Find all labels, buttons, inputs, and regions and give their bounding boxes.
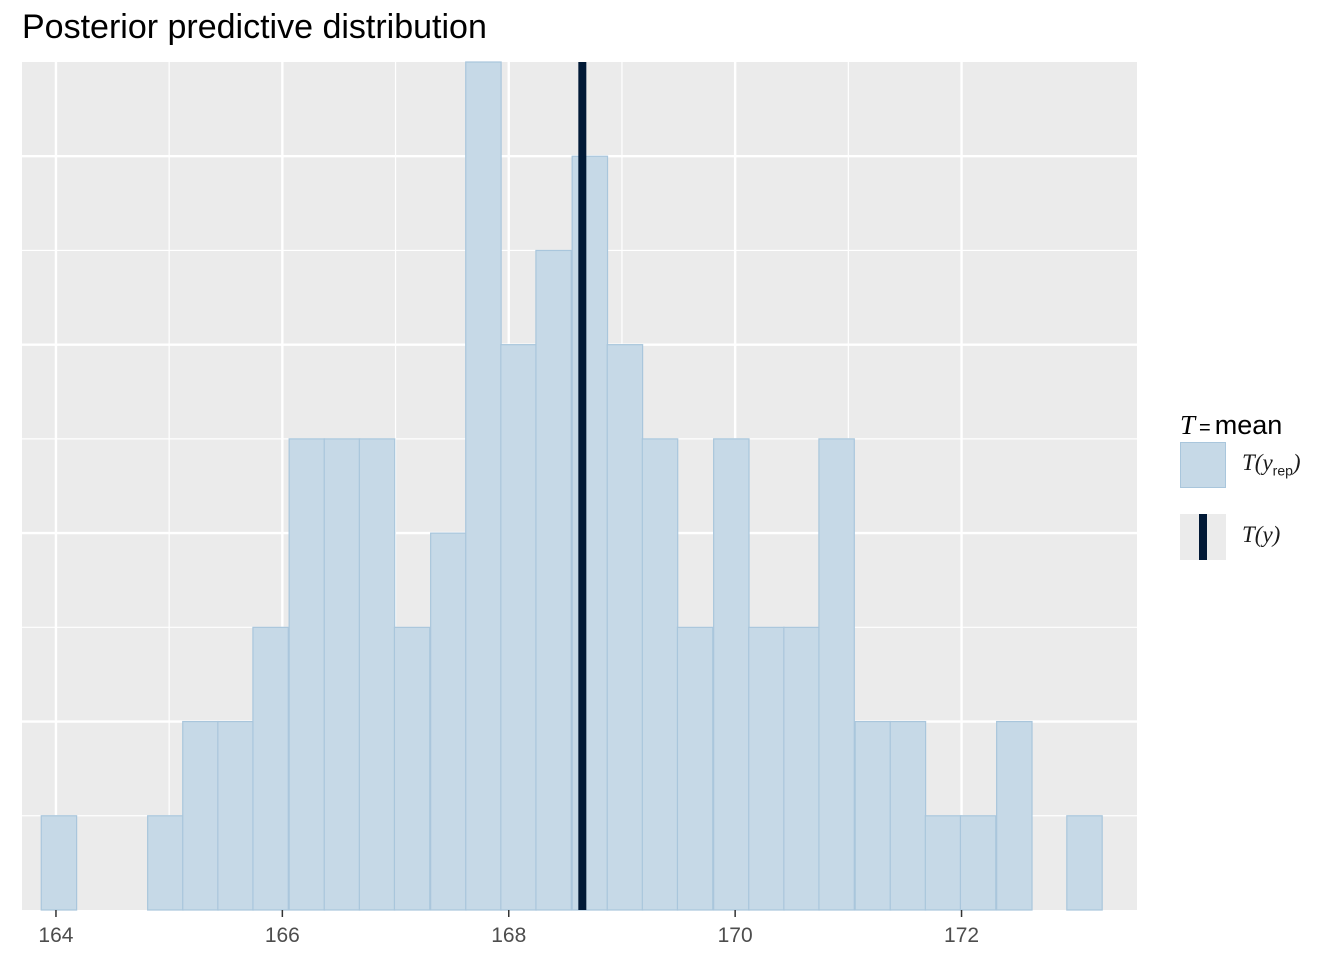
- legend-label-yrep: T(yrep): [1242, 450, 1301, 479]
- histogram-bar: [854, 720, 892, 911]
- histogram-bar: [571, 155, 609, 911]
- histogram-bar: [217, 720, 254, 911]
- histogram-bars: [40, 61, 1103, 911]
- histogram-bar: [818, 438, 855, 911]
- legend-label-y: T(y): [1242, 522, 1281, 547]
- histogram-bar: [959, 815, 997, 911]
- legend: T = mean T(yrep) T(y): [1180, 408, 1340, 560]
- histogram-bar: [889, 720, 927, 911]
- x-tick-label: 168: [491, 924, 526, 947]
- histogram-bar: [641, 438, 679, 911]
- histogram-bar: [924, 815, 962, 911]
- x-tick-label: 170: [718, 924, 753, 947]
- histogram-bar: [783, 626, 820, 911]
- histogram-bar: [535, 249, 572, 911]
- histogram-bar: [288, 438, 326, 911]
- histogram-bar: [393, 626, 431, 911]
- legend-title: T = mean: [1180, 410, 1283, 440]
- x-tick-label: 172: [944, 924, 979, 947]
- x-axis: 164 166 168 170 172: [38, 910, 979, 947]
- legend-item-yrep: T(yrep): [1180, 442, 1340, 488]
- histogram-bar: [676, 626, 714, 911]
- histogram-bar: [430, 532, 467, 911]
- legend-item-y: T(y): [1180, 514, 1340, 560]
- histogram-bar: [252, 626, 289, 911]
- histogram-bar: [713, 438, 750, 911]
- histogram-bar: [606, 344, 644, 911]
- histogram-bar: [358, 438, 396, 911]
- histogram-bar: [465, 61, 502, 911]
- histogram-bar: [1066, 815, 1103, 911]
- histogram-bar: [182, 720, 219, 911]
- legend-key-vline: [1180, 514, 1226, 560]
- histogram-bar: [500, 344, 537, 911]
- histogram-bar: [323, 438, 361, 911]
- histogram-bar: [748, 626, 785, 911]
- x-tick-label: 164: [38, 924, 73, 947]
- histogram-bar: [40, 815, 78, 911]
- histogram-bar: [996, 720, 1033, 911]
- x-tick-label: 166: [265, 924, 300, 947]
- histogram-bar: [147, 815, 184, 911]
- legend-key-histogram: [1180, 442, 1226, 488]
- chart-title: Posterior predictive distribution: [22, 8, 487, 46]
